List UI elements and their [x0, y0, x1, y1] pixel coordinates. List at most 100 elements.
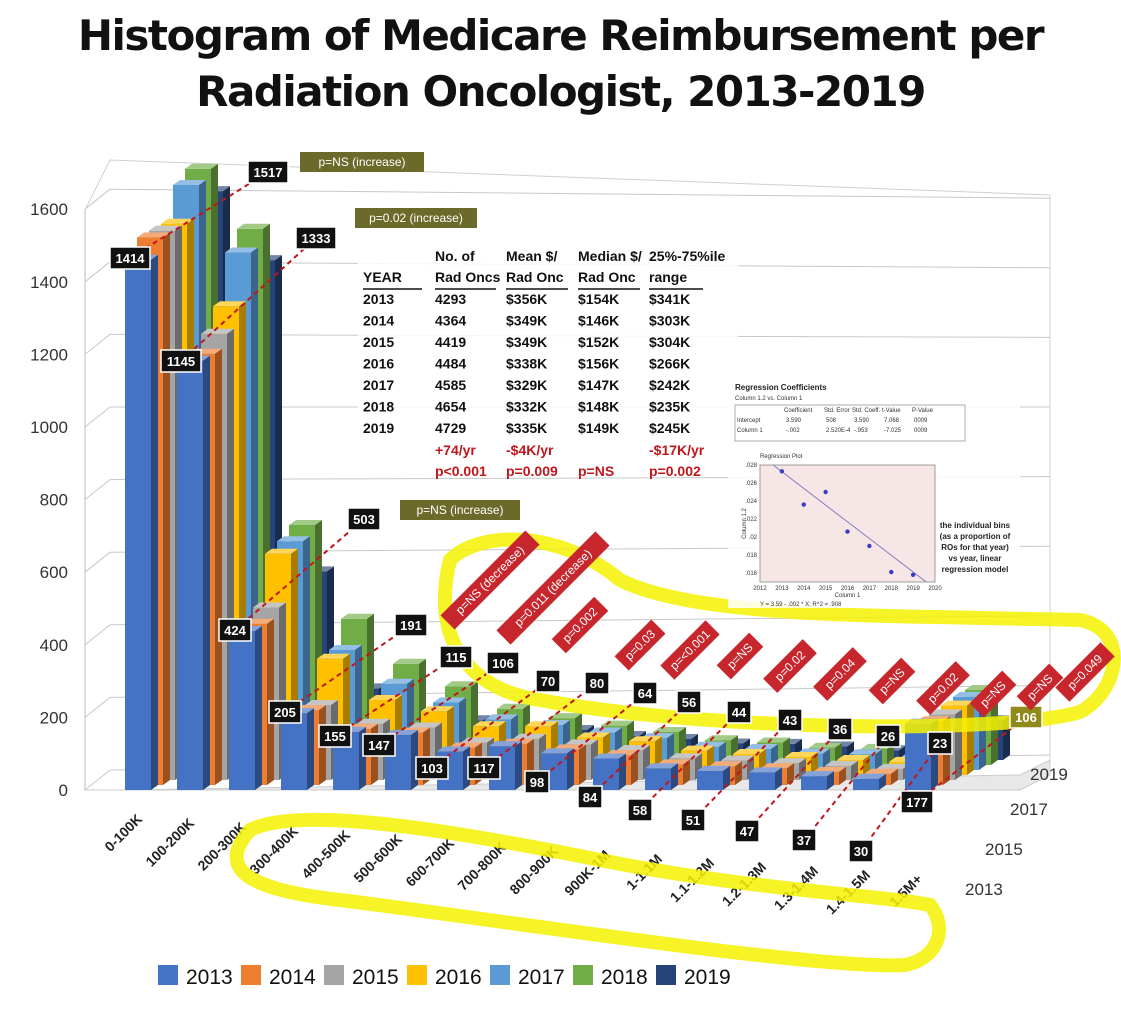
x-tick-label: 600-700K: [402, 835, 457, 890]
bar-top: [277, 536, 310, 542]
y-tick-label: 600: [40, 563, 68, 582]
value-box: [218, 618, 252, 642]
bar-top: [173, 180, 206, 185]
gridline-side: [84, 769, 111, 791]
bar-side: [631, 750, 638, 785]
bar-top: [513, 733, 546, 739]
label-2019-100-200K: 1333: [295, 226, 337, 250]
table-cell: $356K: [506, 291, 547, 307]
gridline-side: [84, 624, 111, 646]
inset-y-tick: .018: [745, 553, 757, 559]
label-2019-500-600K: 106: [486, 651, 520, 675]
trend-label-0-100K: p=NS (increase): [300, 152, 424, 172]
value-label: 117: [474, 761, 495, 776]
gridline-side: [84, 697, 111, 718]
value-label: 147: [368, 738, 390, 753]
trend-label-box: [716, 632, 764, 680]
bar-side: [879, 773, 886, 790]
bar-side: [151, 254, 158, 790]
table-header: 25%-75%ile: [649, 248, 725, 264]
value-box: [676, 690, 702, 714]
regression-plot-area: [759, 464, 936, 583]
value-box: [777, 708, 803, 732]
trend-label-box: [868, 657, 916, 705]
value-label: 56: [682, 695, 696, 710]
gridline-side: [84, 479, 111, 500]
table-cell: $338K: [506, 356, 547, 372]
table-header: Rad Onc: [578, 269, 636, 285]
value-box: [109, 246, 151, 270]
bar-2013-1.3-1.4M: [801, 771, 834, 790]
bar-2013-1-1.1M: [645, 763, 678, 790]
label-2019-700-800K: 80: [584, 671, 610, 695]
label-2013-400-500K: 155: [318, 724, 352, 748]
table-header: Rad Oncs: [435, 269, 501, 285]
table-trend: -$17K/yr: [649, 442, 705, 458]
bar-top: [757, 737, 790, 743]
bar-top: [645, 763, 678, 769]
bar-top: [329, 645, 362, 650]
table-cell: 2013: [363, 291, 394, 307]
table-cell: $152K: [578, 334, 619, 350]
value-label: 58: [633, 803, 647, 818]
regression-line: [772, 464, 927, 583]
value-box: [577, 785, 603, 809]
label-2013-600-700K: 103: [415, 756, 449, 780]
legend-swatch-2013: [158, 965, 178, 985]
x-tick-label: 100-200K: [142, 815, 197, 870]
label-2019-1.2-1.3M: 36: [827, 717, 853, 741]
table-pvalue: p<0.001: [435, 463, 487, 479]
table-header: YEAR: [363, 269, 402, 285]
table-header: range: [649, 269, 687, 285]
trend-arrow-300-400K: [284, 624, 412, 713]
bar-front: [281, 713, 307, 790]
x-tick-label: 500-600K: [350, 831, 405, 886]
table-pvalue: p=NS: [578, 463, 614, 479]
regression-point: [867, 543, 872, 549]
value-box: [584, 671, 610, 695]
value-label: 51: [686, 813, 700, 828]
inset-x-label: Column 1: [835, 593, 861, 599]
value-label: 30: [854, 844, 868, 859]
label-2013-100-200K: 1145: [160, 349, 202, 373]
coef-cell: -7.025: [884, 428, 902, 434]
table-cell: 2017: [363, 377, 394, 393]
table-cell: $349K: [506, 334, 547, 350]
table-cell: $304K: [649, 334, 690, 350]
bar-side: [163, 232, 170, 785]
value-label: 1333: [302, 231, 331, 246]
trend-arrow-400-500K: [334, 656, 457, 737]
depth-tick-label: 2019: [1030, 765, 1068, 784]
bar-side: [579, 744, 586, 785]
bar-top: [721, 755, 754, 761]
regression-point: [845, 529, 850, 534]
bar-top: [185, 163, 218, 169]
bar-top: [629, 736, 662, 742]
trend-arrow-0-100K: [129, 171, 269, 259]
coef-header: Std. Error: [824, 408, 850, 414]
value-label: 64: [638, 686, 653, 701]
value-box: [927, 731, 953, 755]
bar-2013-1.2-1.3M: [749, 767, 782, 790]
value-label: 44: [732, 705, 747, 720]
value-label: 37: [797, 833, 811, 848]
bar-side: [215, 348, 222, 785]
bar-side: [619, 753, 626, 790]
bar-top: [773, 758, 806, 764]
value-label: 503: [353, 512, 375, 527]
value-box: [726, 700, 752, 724]
label-2019-1.4-1.5M: 23: [927, 731, 953, 755]
coef-cell: 2.520E-4: [826, 428, 851, 434]
bar-top: [749, 767, 782, 773]
bar-2013-200-300K: [229, 626, 262, 790]
bar-side: [827, 771, 834, 790]
value-label: 424: [224, 623, 246, 638]
bar-front: [645, 768, 671, 790]
inset-y-tick: .022: [745, 517, 757, 523]
legend: 2013 2014 2015 2016 2017 2018 2019: [158, 965, 731, 989]
bar-top: [409, 722, 442, 728]
table-cell: 2016: [363, 356, 394, 372]
bar-top: [865, 768, 898, 774]
inset-y-tick: .016: [745, 571, 757, 577]
label-2013-900K-1M: 84: [577, 785, 603, 809]
